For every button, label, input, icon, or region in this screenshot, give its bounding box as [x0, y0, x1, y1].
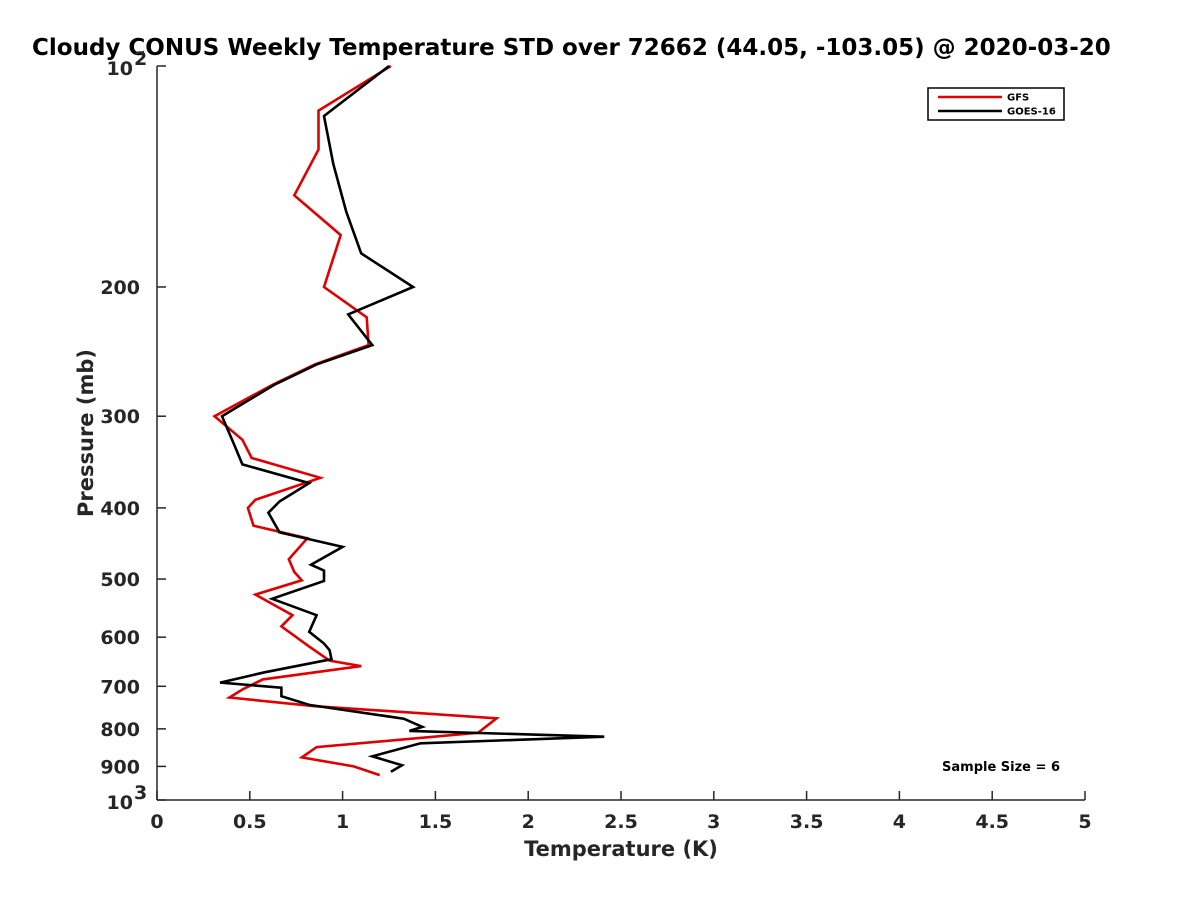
- x-tick-label: 3: [707, 811, 720, 833]
- x-tick-label: 2: [522, 811, 535, 833]
- x-ticks: 0 0.5 1 1.5 2 2.5 3 3.5 4 4.5 5: [150, 791, 1092, 833]
- y-tick-label-exponent: 3: [134, 782, 147, 804]
- x-tick-label: 4.5: [975, 811, 1009, 833]
- x-tick-label: 4: [893, 811, 906, 833]
- y-tick-label: 600: [100, 627, 140, 649]
- sample-size-annotation: Sample Size = 6: [942, 760, 1060, 775]
- y-tick-label-base: 10: [107, 792, 133, 814]
- y-tick-label: 500: [100, 569, 140, 591]
- x-tick-label: 2.5: [604, 811, 638, 833]
- x-tick-label: 0.5: [233, 811, 267, 833]
- series-lines: [212, 64, 605, 777]
- y-tick-label: 800: [100, 719, 140, 741]
- legend-label: GOES-16: [1007, 107, 1056, 118]
- legend-label: GFS: [1007, 93, 1029, 104]
- x-tick-label: 5: [1078, 811, 1091, 833]
- y-tick-label: 900: [100, 756, 140, 778]
- x-tick-label: 3.5: [790, 811, 824, 833]
- y-tick-label: 300: [100, 406, 140, 428]
- x-tick-label: 0: [150, 811, 163, 833]
- chart-title: Cloudy CONUS Weekly Temperature STD over…: [32, 35, 1111, 61]
- x-axis-label: Temperature (K): [524, 837, 718, 861]
- legend: GFS GOES-16: [927, 87, 1065, 121]
- y-axis-label: Pressure (mb): [74, 349, 98, 517]
- legend-box: [927, 87, 1065, 121]
- y-tick-label: 400: [100, 498, 140, 520]
- plot-area: 0 0.5 1 1.5 2 2.5 3 3.5 4 4.5 5 10 2200300400500600…: [100, 48, 1091, 833]
- y-tick-label: 700: [100, 676, 140, 698]
- y-tick-label-base: 10: [107, 58, 133, 80]
- x-tick-label: 1.5: [419, 811, 453, 833]
- y-tick-label-exponent: 2: [134, 48, 147, 70]
- x-tick-label: 1: [336, 811, 349, 833]
- series-line-goes-16: [219, 64, 605, 773]
- y-tick-label: 200: [100, 277, 140, 299]
- series-line-gfs: [212, 64, 501, 777]
